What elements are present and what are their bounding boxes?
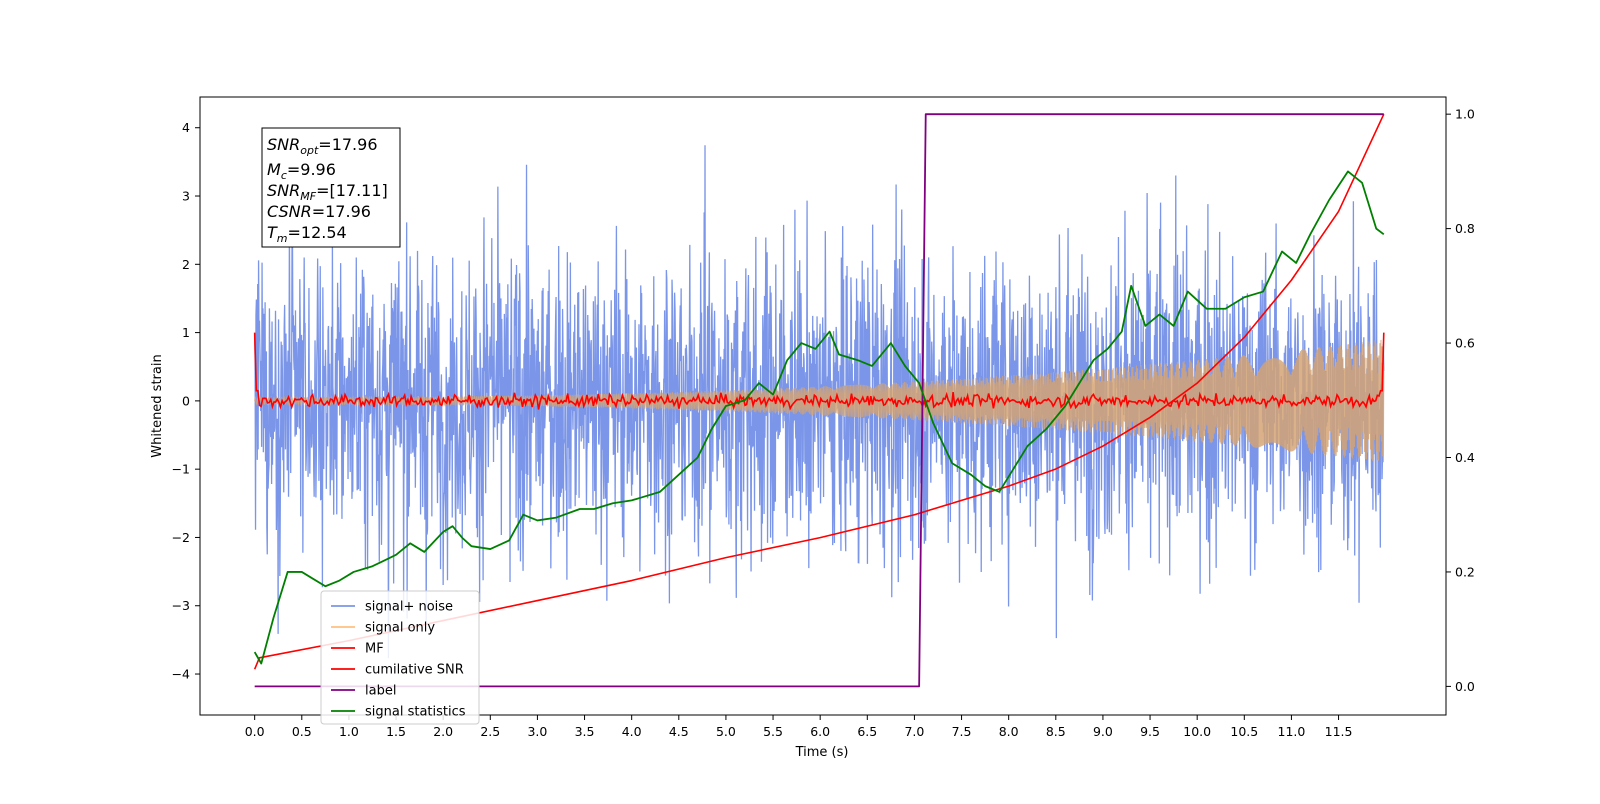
- x-tick-label: 10.0: [1183, 724, 1211, 739]
- legend-label: signal statistics: [365, 705, 466, 720]
- series-mf: [253, 332, 1385, 411]
- x-tick-label: 7.5: [952, 724, 972, 739]
- y-right-tick-label: 1.0: [1455, 107, 1475, 122]
- x-tick-label: 0.0: [245, 724, 265, 739]
- x-tick-label: 7.0: [904, 724, 924, 739]
- annotation-line-2: Mc=9.96: [267, 160, 336, 182]
- x-tick-label: 8.5: [1046, 724, 1066, 739]
- legend-label: signal+ noise: [365, 600, 453, 615]
- plot-frame: [199, 96, 1447, 716]
- x-tick-label: 1.5: [386, 724, 406, 739]
- x-tick-label: 0.5: [292, 724, 312, 739]
- x-tick-label: 8.0: [999, 724, 1019, 739]
- y-axis-right: 1.0 0.8 0.6 0.4 0.2 0.0: [1446, 107, 1475, 694]
- x-tick-label: 9.5: [1140, 724, 1160, 739]
- x-axis: 0.0 0.5 1.0 1.5 2.0 2.5 3.0 3.5 4.0 4.5 5.0 5.5 6.0 6…: [245, 715, 1353, 739]
- y-left-tick-label: −2: [172, 530, 190, 545]
- y-right-tick-label: 0.4: [1455, 450, 1475, 465]
- x-tick-label: 3.5: [575, 724, 595, 739]
- legend: signal+ noise signal only MF cumilative SNR…: [320, 590, 480, 725]
- annotation-frame: [261, 127, 401, 248]
- series-label: [254, 113, 1384, 688]
- y-right-tick-label: 0.0: [1455, 679, 1475, 694]
- legend-label: cumilative SNR: [365, 663, 464, 678]
- x-tick-label: 2.5: [480, 724, 500, 739]
- series-signal-statistics: [253, 170, 1385, 665]
- annotation-line-5: Tm=12.54: [267, 223, 347, 245]
- x-tick-label: 4.5: [669, 724, 689, 739]
- y-axis-left: 4 3 2 1 0 −1 −2 −3 −4: [172, 120, 200, 682]
- x-tick-label: 6.0: [810, 724, 830, 739]
- x-tick-label: 5.0: [716, 724, 736, 739]
- legend-label: MF: [365, 642, 384, 657]
- legend-label: signal only: [365, 621, 435, 636]
- y-left-tick-label: 0: [182, 393, 190, 408]
- annotation-line-4: CSNR=17.96: [267, 202, 371, 221]
- x-tick-label: 11.0: [1278, 724, 1306, 739]
- annotation-line-3: SNRMF=[17.11]: [267, 181, 388, 203]
- y-left-tick-label: −3: [172, 598, 190, 613]
- x-tick-label: 3.0: [527, 724, 547, 739]
- y-left-tick-label: 2: [182, 257, 190, 272]
- legend-label: label: [365, 684, 396, 699]
- annotation-line-1: SNRopt=17.96: [267, 135, 378, 157]
- x-tick-label: 10.5: [1230, 724, 1258, 739]
- x-tick-label: 4.0: [622, 724, 642, 739]
- x-tick-label: 6.5: [857, 724, 877, 739]
- x-tick-label: 5.5: [763, 724, 783, 739]
- y-right-tick-label: 0.6: [1455, 336, 1475, 351]
- x-axis-label: Time (s): [795, 745, 849, 760]
- y-left-tick-label: 1: [182, 325, 190, 340]
- series-signal-noise: [254, 145, 1385, 659]
- x-tick-label: 1.0: [339, 724, 359, 739]
- y-axis-label: Whitened strain: [150, 354, 165, 457]
- y-left-tick-label: 4: [182, 120, 190, 135]
- x-tick-label: 11.5: [1325, 724, 1353, 739]
- y-left-tick-label: −4: [172, 667, 190, 682]
- snr-annotation-box: SNRopt=17.96 Mc=9.96 SNRMF=[17.11] CSNR=…: [261, 127, 401, 248]
- legend-frame: [320, 590, 480, 725]
- y-right-tick-label: 0.8: [1455, 221, 1475, 236]
- y-left-tick-label: −1: [172, 462, 190, 477]
- x-tick-label: 9.0: [1093, 724, 1113, 739]
- y-left-tick-label: 3: [182, 189, 190, 204]
- y-right-tick-label: 0.2: [1455, 564, 1475, 579]
- x-tick-label: 2.0: [433, 724, 453, 739]
